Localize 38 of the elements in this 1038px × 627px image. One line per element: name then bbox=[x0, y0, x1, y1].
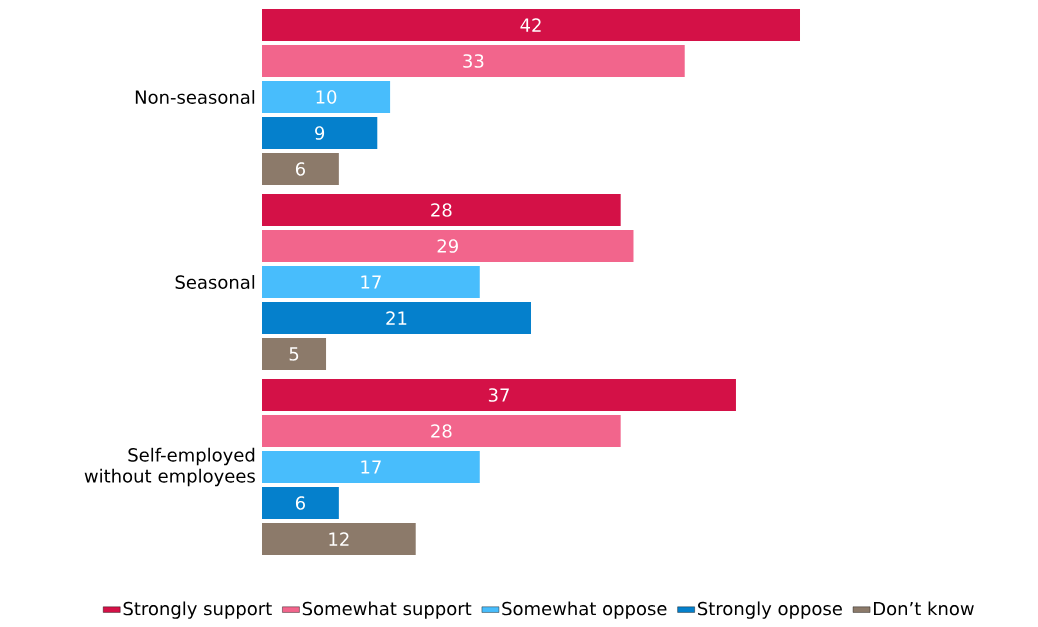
bar bbox=[262, 451, 480, 484]
data-label: 28 bbox=[431, 203, 452, 217]
legend-label: Strongly oppose bbox=[698, 601, 842, 619]
legend-label: Strongly support bbox=[123, 601, 272, 619]
bar bbox=[262, 523, 416, 556]
legend-label: Don’t know bbox=[874, 601, 974, 616]
bar bbox=[262, 9, 800, 42]
data-label: 6 bbox=[295, 162, 306, 176]
data-label: 6 bbox=[295, 496, 306, 510]
y-tick-label: Self-employed without employees bbox=[84, 447, 255, 487]
data-label: 5 bbox=[289, 347, 299, 361]
bar bbox=[262, 45, 685, 78]
legend-label: Somewhat support bbox=[302, 601, 472, 619]
data-label: 29 bbox=[437, 239, 458, 253]
data-label: 9 bbox=[315, 126, 325, 140]
data-label: 10 bbox=[316, 90, 337, 104]
bar bbox=[262, 415, 621, 448]
data-label: 28 bbox=[431, 424, 452, 438]
bar bbox=[262, 81, 391, 114]
bar bbox=[262, 194, 621, 227]
bar bbox=[262, 266, 480, 299]
bar bbox=[262, 487, 339, 520]
data-label: 33 bbox=[463, 54, 484, 68]
data-label: 17 bbox=[361, 460, 381, 474]
bar bbox=[262, 117, 378, 150]
bar bbox=[262, 302, 531, 335]
data-label: 37 bbox=[488, 388, 509, 402]
bar bbox=[262, 338, 327, 371]
data-label: 42 bbox=[520, 18, 541, 32]
y-tick-label: Seasonal bbox=[175, 275, 255, 289]
bar bbox=[262, 379, 736, 412]
data-label: 17 bbox=[361, 275, 381, 289]
data-label: 21 bbox=[386, 311, 407, 325]
bar bbox=[262, 230, 634, 263]
legend-label: Somewhat oppose bbox=[502, 601, 667, 619]
y-tick-label: Non-seasonal bbox=[135, 90, 255, 104]
bar bbox=[262, 153, 339, 186]
data-label: 12 bbox=[329, 532, 349, 546]
